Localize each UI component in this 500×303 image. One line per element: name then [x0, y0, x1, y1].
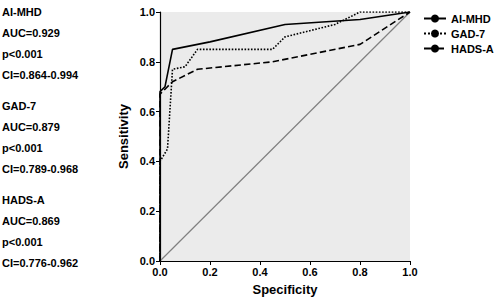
svg-text:AUC=0.929: AUC=0.929: [2, 27, 60, 39]
svg-text:0.0: 0.0: [152, 266, 167, 278]
svg-text:0.0: 0.0: [139, 255, 155, 267]
svg-text:AI-MHD: AI-MHD: [451, 13, 491, 25]
svg-text:AUC=0.879: AUC=0.879: [2, 121, 60, 133]
svg-text:0.2: 0.2: [202, 266, 217, 278]
svg-text:p<0.001: p<0.001: [2, 236, 43, 248]
svg-text:0.6: 0.6: [140, 106, 155, 118]
svg-text:0.8: 0.8: [352, 266, 367, 278]
svg-text:CI=0.864-0.994: CI=0.864-0.994: [2, 69, 79, 81]
svg-text:Specificity: Specificity: [252, 282, 318, 297]
svg-text:CI=0.776-0.962: CI=0.776-0.962: [2, 257, 78, 269]
svg-text:AI-MHD: AI-MHD: [2, 6, 42, 18]
svg-text:GAD-7: GAD-7: [451, 28, 485, 40]
svg-text:HADS-A: HADS-A: [2, 194, 45, 206]
svg-text:0.6: 0.6: [302, 266, 317, 278]
svg-text:0.2: 0.2: [140, 205, 155, 217]
svg-text:0.4: 0.4: [140, 155, 156, 167]
svg-text:0.4: 0.4: [252, 266, 268, 278]
svg-text:Sensitivity: Sensitivity: [116, 103, 131, 169]
svg-text:CI=0.789-0.968: CI=0.789-0.968: [2, 163, 78, 175]
svg-text:AUC=0.869: AUC=0.869: [2, 215, 60, 227]
svg-text:1.0: 1.0: [402, 266, 417, 278]
svg-text:0.8: 0.8: [140, 56, 155, 68]
svg-text:GAD-7: GAD-7: [2, 100, 36, 112]
svg-text:p<0.001: p<0.001: [2, 142, 43, 154]
svg-text:p<0.001: p<0.001: [2, 48, 43, 60]
svg-text:HADS-A: HADS-A: [451, 43, 494, 55]
svg-text:1.0: 1.0: [140, 6, 155, 18]
